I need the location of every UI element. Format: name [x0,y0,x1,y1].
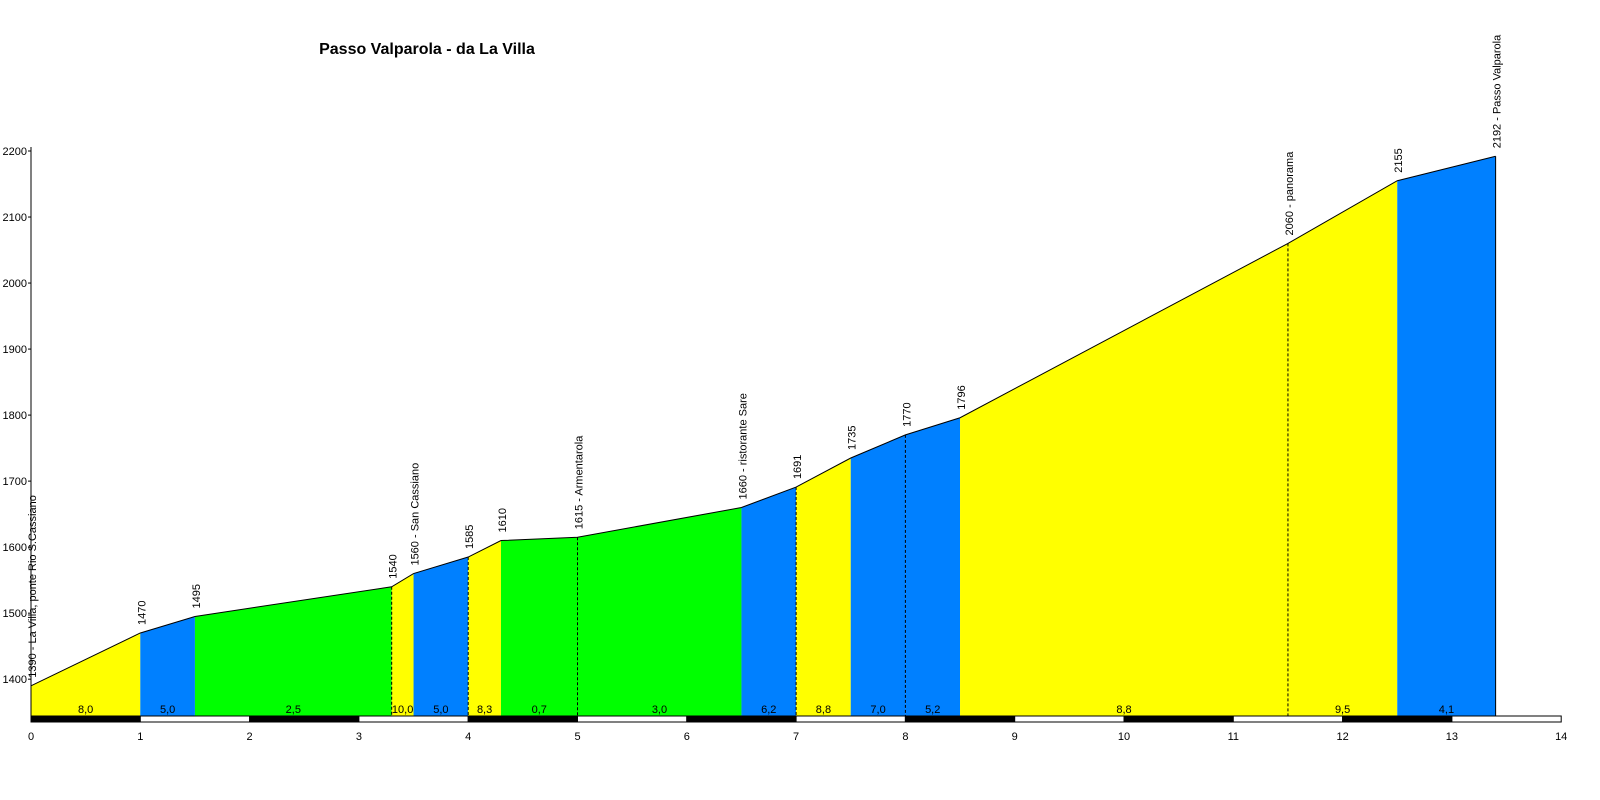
x-tick-label-2: 2 [247,731,253,743]
y-tick-label-1500: 1500 [3,608,27,620]
x-tick-label-6: 6 [684,731,690,743]
segment-area-1 [31,632,141,716]
point-label-8: 1615 - Armentarola [574,435,586,529]
point-label-4: 1540 [388,554,400,578]
x-tick-label-7: 7 [793,731,799,743]
km-scale-block-0 [30,715,141,723]
segment-area-9 [741,487,797,716]
segment-area-13 [960,243,1288,716]
km-scale-block-5 [577,715,688,723]
km-scale-block-11 [1232,715,1344,723]
y-tick-label-1600: 1600 [3,542,27,554]
x-tick-label-5: 5 [574,731,580,743]
segment-area-2 [140,616,195,716]
km-scale-block-2 [249,715,360,723]
profile-line [30,155,1496,687]
segment-area-14 [1287,180,1398,717]
point-label-10: 1691 [792,455,804,479]
point-label-16: 2192 - Passo Valparola [1492,34,1504,148]
segment-area-10 [796,458,851,716]
km-scale-block-9 [1014,715,1125,723]
km-scale-block-1 [139,715,251,723]
y-tick-label-1900: 1900 [3,344,27,356]
point-label-5: 1560 - San Cassiano [410,463,422,566]
point-label-1: 1390 - La Villa, ponte Rio S.Cassiano [27,495,39,678]
point-label-12: 1770 [901,402,913,426]
y-tick-label-1800: 1800 [3,410,27,422]
x-tick-label-14: 14 [1555,731,1567,743]
km-scale-block-12 [1342,715,1453,723]
y-tick-label-2100: 2100 [3,212,27,224]
segment-area-12 [905,417,961,716]
point-label-11: 1735 [847,426,859,450]
segment-area-4 [391,573,414,716]
segment-gradient-label-6: 8,3 [477,704,492,716]
point-label-3: 1495 [191,584,203,608]
segment-gradient-label-2: 5,0 [160,704,175,716]
x-tick-label-13: 13 [1446,731,1458,743]
segment-gradient-label-14: 9,5 [1335,704,1350,716]
segment-gradient-label-3: 2,5 [286,704,301,716]
segment-gradient-label-12: 5,2 [925,704,940,716]
segment-gradient-label-15: 4,1 [1439,704,1454,716]
x-tick-label-4: 4 [465,731,471,743]
x-tick-label-12: 12 [1336,731,1348,743]
point-label-9: 1660 - ristorante Sare [737,393,749,499]
point-label-15: 2155 [1393,148,1405,172]
segment-area-8 [577,507,742,716]
x-tick-label-3: 3 [356,731,362,743]
y-tick-label-2000: 2000 [3,278,27,290]
x-tick-label-0: 0 [28,731,34,743]
point-label-13: 1796 [956,385,968,409]
segment-gradient-label-13: 8,8 [1116,704,1131,716]
x-tick-label-10: 10 [1118,731,1130,743]
segment-area-3 [194,586,392,716]
chart-title: Passo Valparola - da La Villa [319,41,535,58]
point-label-7: 1610 [497,508,509,532]
x-tick-label-8: 8 [902,731,908,743]
segment-area-15 [1397,156,1496,717]
x-tick-label-1: 1 [137,731,143,743]
segment-gradient-label-5: 5,0 [433,704,448,716]
y-tick-label-1400: 1400 [3,674,27,686]
km-scale-block-7 [795,715,906,723]
segment-area-6 [468,540,501,716]
km-scale-block-4 [467,715,579,723]
segment-gradient-label-11: 7,0 [870,704,885,716]
km-scale-block-10 [1123,715,1234,723]
y-tick-label-1700: 1700 [3,476,27,488]
segment-gradient-label-7: 0,7 [532,704,547,716]
km-scale-block-3 [358,715,469,723]
segment-gradient-label-1: 8,0 [78,704,93,716]
segment-gradient-label-8: 3,0 [652,704,667,716]
segment-area-7 [500,537,578,716]
segment-gradient-label-9: 6,2 [761,704,776,716]
point-label-14: 2060 - panorama [1284,151,1296,236]
x-tick-label-11: 11 [1228,731,1239,743]
point-label-6: 1585 [464,525,476,549]
km-scale-block-8 [904,715,1016,723]
segment-area-11 [850,434,906,716]
km-scale-block-6 [686,715,797,723]
x-tick-label-9: 9 [1012,731,1018,743]
segment-gradient-label-4: 10,0 [392,704,413,716]
point-label-2: 1470 [136,600,148,624]
segment-gradient-label-10: 8,8 [816,704,831,716]
y-tick-label-2200: 2200 [3,146,27,158]
km-scale-block-13 [1451,715,1562,723]
segment-area-5 [413,557,469,716]
